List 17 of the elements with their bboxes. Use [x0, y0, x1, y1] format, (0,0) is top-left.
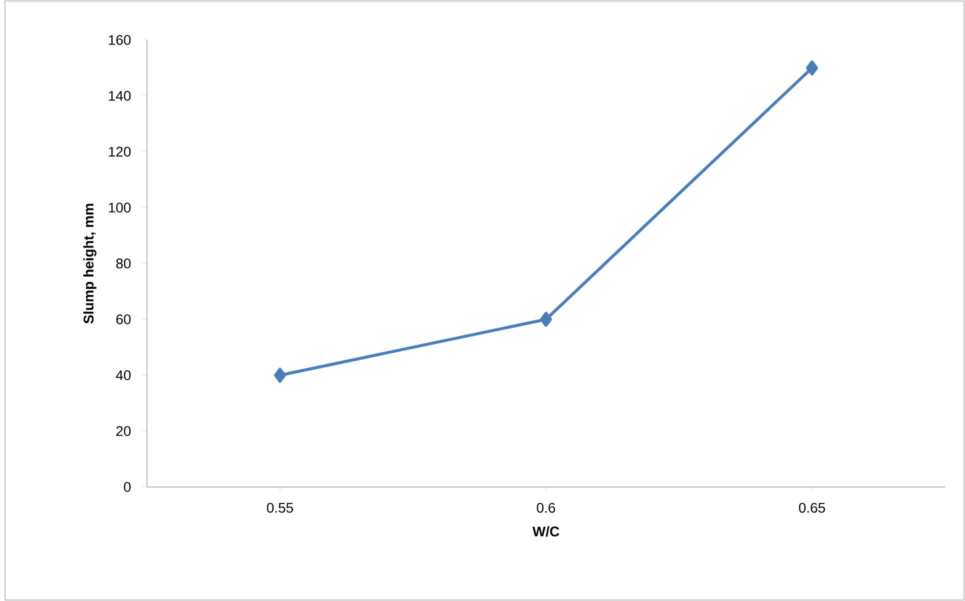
y-tick-label: 100	[108, 202, 131, 213]
y-tick-label: 0	[124, 482, 131, 492]
x-tick-label: 0.55	[266, 502, 293, 513]
y-tick-label: 120	[108, 146, 131, 157]
x-tick-label: 0.65	[798, 502, 825, 513]
y-tick-label: 60	[116, 314, 131, 324]
x-tick-label: 0.6	[536, 502, 556, 513]
x-axis-title: W/C	[532, 526, 560, 537]
y-axis-title: Slump height, mm	[83, 204, 96, 324]
point	[806, 60, 818, 76]
point	[274, 368, 286, 383]
y-tick-label: 20	[116, 426, 131, 436]
y-tick-label: 40	[116, 370, 131, 380]
y-tick-label: 140	[108, 90, 131, 101]
point	[540, 312, 552, 327]
y-tick-label: 160	[108, 35, 131, 45]
y-tick-label: 80	[116, 258, 131, 268]
